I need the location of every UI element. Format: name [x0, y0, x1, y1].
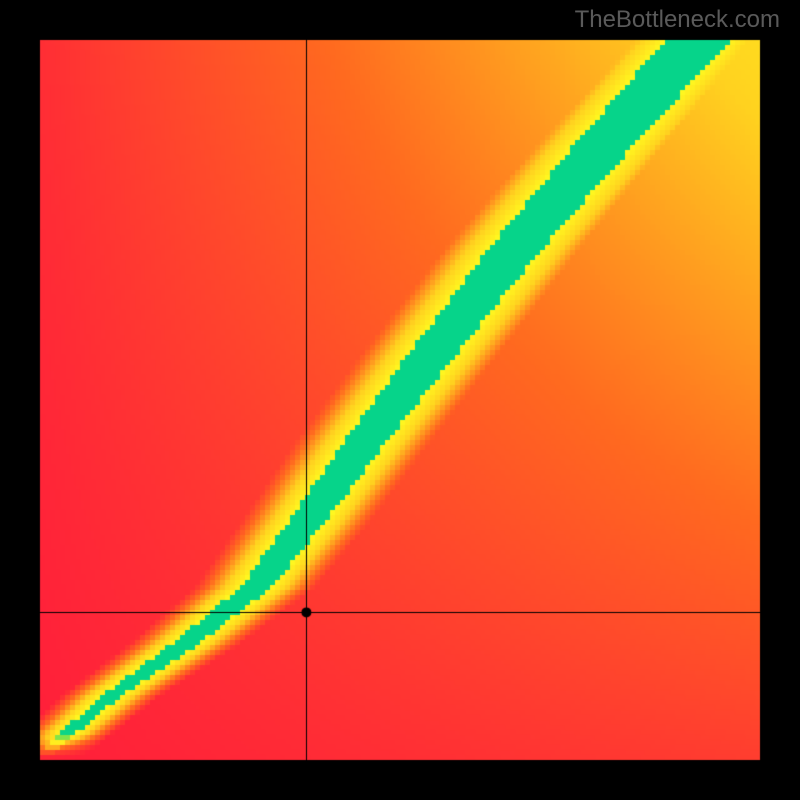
source-watermark: TheBottleneck.com [575, 6, 780, 34]
chart-container: TheBottleneck.com [0, 0, 800, 800]
bottleneck-heatmap [0, 0, 800, 800]
